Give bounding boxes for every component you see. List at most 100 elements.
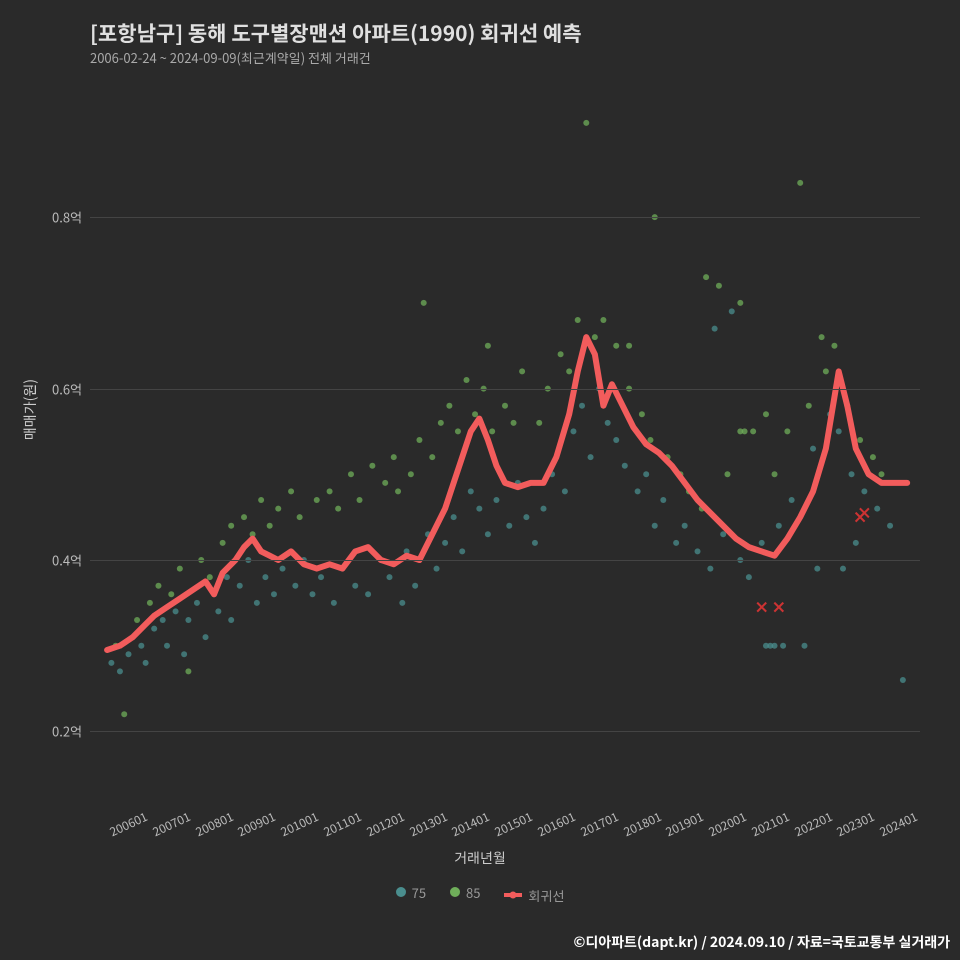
scatter-point-s75 [776, 523, 782, 529]
scatter-point-s75 [451, 514, 457, 520]
scatter-point-s85 [878, 471, 884, 477]
scatter-point-s75 [707, 566, 713, 572]
scatter-point-s75 [801, 643, 807, 649]
scatter-point-s85 [592, 334, 598, 340]
scatter-point-s75 [746, 574, 752, 580]
scatter-point-s85 [489, 428, 495, 434]
scatter-point-s75 [309, 591, 315, 597]
gridline-h [90, 389, 920, 390]
scatter-point-s75 [562, 488, 568, 494]
scatter-point-s75 [789, 497, 795, 503]
scatter-point-s85 [421, 300, 427, 306]
scatter-point-s85 [647, 437, 653, 443]
scatter-point-s75 [861, 488, 867, 494]
scatter-point-s75 [643, 471, 649, 477]
scatter-point-s85 [446, 403, 452, 409]
ytick-label: 0.2억 [52, 722, 82, 741]
scatter-point-s75 [485, 531, 491, 537]
scatter-point-s85 [297, 514, 303, 520]
scatter-point-s75 [143, 660, 149, 666]
scatter-point-s85 [772, 471, 778, 477]
scatter-point-s75 [468, 488, 474, 494]
scatter-point-s85 [536, 420, 542, 426]
scatter-point-s75 [160, 617, 166, 623]
scatter-point-s85 [134, 617, 140, 623]
scatter-point-s85 [348, 471, 354, 477]
scatter-point-s85 [724, 471, 730, 477]
scatter-point-s85 [369, 463, 375, 469]
legend-item-s75: 75 [396, 883, 426, 902]
scatter-point-s75 [151, 626, 157, 632]
scatter-point-s75 [849, 471, 855, 477]
scatter-point-s85 [155, 583, 161, 589]
legend-label: 85 [466, 883, 480, 902]
chart-svg [90, 80, 920, 800]
scatter-point-s75 [695, 548, 701, 554]
scatter-point-s85 [763, 411, 769, 417]
scatter-point-s75 [459, 548, 465, 554]
scatter-point-s75 [682, 523, 688, 529]
scatter-point-s75 [712, 326, 718, 332]
legend-swatch-dot [396, 887, 406, 897]
scatter-point-s85 [472, 411, 478, 417]
scatter-point-s75 [660, 497, 666, 503]
scatter-point-s85 [784, 428, 790, 434]
scatter-point-s85 [806, 403, 812, 409]
scatter-point-s85 [275, 506, 281, 512]
scatter-point-s75 [117, 668, 123, 674]
scatter-point-s75 [836, 428, 842, 434]
scatter-point-s85 [797, 180, 803, 186]
scatter-point-s75 [579, 403, 585, 409]
scatter-point-s85 [613, 343, 619, 349]
scatter-point-s85 [241, 514, 247, 520]
chart-title: [포항남구] 동해 도구별장맨션 아파트(1990) 회귀선 예측 [90, 18, 582, 48]
legend-item-s85: 85 [450, 883, 480, 902]
scatter-point-s85 [519, 368, 525, 374]
scatter-point-s85 [391, 454, 397, 460]
ytick-label: 0.4억 [52, 551, 82, 570]
scatter-point-s85 [185, 668, 191, 674]
scatter-point-s75 [613, 437, 619, 443]
scatter-point-s85 [168, 591, 174, 597]
scatter-point-s75 [541, 506, 547, 512]
scatter-point-s85 [267, 523, 273, 529]
scatter-point-s75 [523, 514, 529, 520]
y-axis-label: 매매가(원) [20, 379, 40, 440]
scatter-point-s85 [220, 540, 226, 546]
gridline-h [90, 217, 920, 218]
scatter-point-s75 [720, 531, 726, 537]
scatter-point-s75 [814, 566, 820, 572]
scatter-point-s85 [566, 368, 572, 374]
scatter-point-s75 [622, 463, 628, 469]
scatter-point-s75 [900, 677, 906, 683]
scatter-point-s75 [506, 523, 512, 529]
scatter-point-s75 [652, 523, 658, 529]
scatter-point-s85 [823, 368, 829, 374]
scatter-point-s85 [558, 351, 564, 357]
scatter-point-s75 [729, 308, 735, 314]
scatter-point-s75 [588, 454, 594, 460]
ytick-label: 0.6억 [52, 379, 82, 398]
scatter-point-s85 [177, 566, 183, 572]
scatter-point-s75 [810, 446, 816, 452]
scatter-point-s75 [352, 583, 358, 589]
scatter-point-s75 [164, 643, 170, 649]
scatter-point-s85 [357, 497, 363, 503]
scatter-point-s75 [108, 660, 114, 666]
scatter-point-s75 [331, 600, 337, 606]
scatter-point-s85 [750, 428, 756, 434]
scatter-point-s75 [292, 583, 298, 589]
scatter-point-s75 [635, 488, 641, 494]
x-mark [757, 603, 766, 612]
scatter-point-s75 [262, 574, 268, 580]
x-mark [860, 508, 869, 517]
x-mark [774, 603, 783, 612]
legend-label: 75 [412, 883, 426, 902]
scatter-point-s75 [434, 566, 440, 572]
scatter-point-s85 [742, 428, 748, 434]
scatter-point-s85 [408, 471, 414, 477]
scatter-point-s85 [463, 377, 469, 383]
scatter-point-s85 [382, 480, 388, 486]
scatter-point-s85 [511, 420, 517, 426]
scatter-point-s85 [639, 411, 645, 417]
